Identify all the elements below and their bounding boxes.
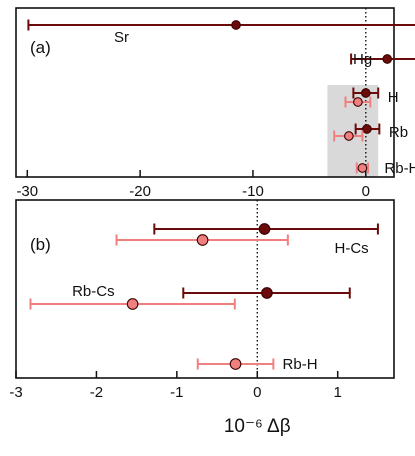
marker [382,54,393,64]
panel-b: -3 -2 -1 0 1 H-Cs Rb-Cs Rb-H (b) 10⁻⁶ Δβ [9,199,395,437]
data-point [355,162,370,174]
x-tick-label: -10 [242,183,264,200]
x-tick-label: -3 [9,384,22,401]
data-point [115,234,289,246]
marker [261,287,273,299]
x-tick-label: -20 [129,183,151,200]
x-axis-label: 10⁻⁶ Δβ [224,416,291,437]
data-point [29,298,236,310]
point-label: Rb-H [283,356,318,373]
x-tick-label: -30 [16,183,38,200]
data-point [27,19,415,31]
marker [258,223,271,235]
x-tick-label: -2 [90,384,103,401]
data-point [333,130,364,142]
point-label: H-Cs [335,240,369,257]
x-tick-label: 1 [334,384,342,401]
data-point [182,287,351,299]
x-tick-label: 0 [362,183,370,200]
marker [126,298,139,310]
marker [362,124,372,134]
point-label: Rb-Cs [72,283,115,300]
data-point [352,87,380,99]
marker [196,234,209,246]
data-point [153,223,379,235]
data-point [354,123,381,135]
x-tick-label: -1 [170,384,183,401]
data-point [196,358,275,370]
data-point [350,53,415,65]
panel-a: -30 -20 -10 0 Sr Hg H Rb Rb-H (a) [15,7,415,200]
marker [360,88,371,98]
point-label: H [388,89,399,106]
x-tick-label: 0 [253,384,261,401]
data-point [344,96,372,108]
marker [344,131,354,141]
plot-frame [15,199,395,379]
point-label: Hg [353,51,372,68]
point-label: Rb-H [384,160,415,177]
panel-label: (b) [30,235,51,254]
panel-label: (a) [30,38,51,57]
marker [231,20,241,30]
plot-frame [15,7,395,178]
marker [353,97,363,107]
marker [357,163,368,173]
point-label: Sr [114,29,129,46]
marker [229,358,242,370]
point-label: Rb [389,124,408,141]
